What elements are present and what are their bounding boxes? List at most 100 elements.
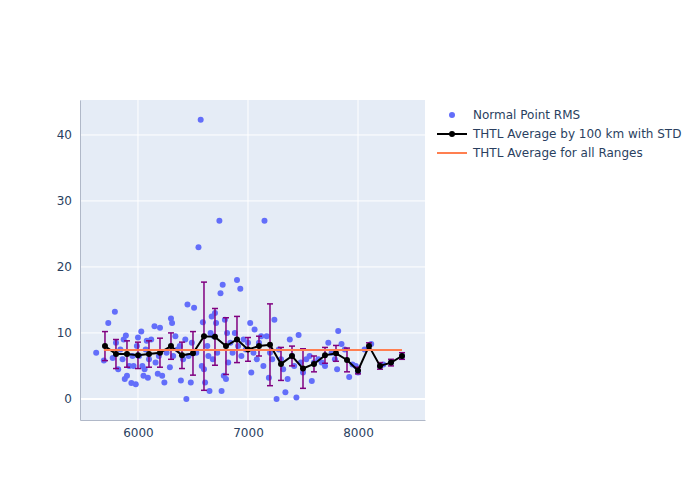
point <box>113 351 119 357</box>
point <box>120 356 126 362</box>
error-bar <box>190 332 196 376</box>
point <box>388 360 394 366</box>
point <box>344 357 350 363</box>
point <box>201 333 207 339</box>
error-bar <box>146 341 152 367</box>
point <box>289 353 295 359</box>
line <box>104 349 402 351</box>
point <box>159 373 165 379</box>
point <box>267 342 273 348</box>
point <box>234 277 240 283</box>
point <box>252 327 258 333</box>
legend-swatch <box>437 152 467 154</box>
grid-line <box>80 266 425 267</box>
tick: 8000 <box>343 420 374 440</box>
error-bar <box>124 341 130 367</box>
tick-label: 40 <box>57 128 72 142</box>
point <box>377 363 383 369</box>
error-bar <box>157 338 163 367</box>
point <box>264 333 270 339</box>
plot-area <box>93 117 405 402</box>
point <box>399 353 405 359</box>
point <box>188 379 194 385</box>
point <box>112 309 118 315</box>
point <box>293 395 299 401</box>
point <box>260 363 266 369</box>
point <box>254 356 260 362</box>
legend-item: Normal Point RMS <box>449 108 580 122</box>
point <box>355 368 361 374</box>
legend-label: THTL Average for all Ranges <box>472 146 643 160</box>
point <box>296 332 302 338</box>
point <box>124 351 130 357</box>
legend-label: THTL Average by 100 km with STD <box>472 127 681 141</box>
point <box>271 317 277 323</box>
point <box>346 374 352 380</box>
point <box>212 334 218 340</box>
point <box>178 377 184 383</box>
point <box>223 343 229 349</box>
error-bar <box>135 342 141 368</box>
point <box>333 350 339 356</box>
error-bar <box>300 349 306 389</box>
point <box>216 218 222 224</box>
error-bar <box>102 332 108 361</box>
point <box>206 388 212 394</box>
point <box>134 343 140 349</box>
point <box>266 375 272 381</box>
point <box>237 286 243 292</box>
point <box>102 343 108 349</box>
error-bar <box>333 345 339 361</box>
point <box>146 351 152 357</box>
grid <box>80 100 425 420</box>
point <box>200 319 206 325</box>
error-bar <box>212 308 218 365</box>
point <box>224 330 230 336</box>
point <box>195 244 201 250</box>
tick-label: 6000 <box>123 426 154 440</box>
error-bar <box>311 356 317 372</box>
axis-line <box>80 101 81 421</box>
point <box>322 352 328 358</box>
series <box>104 350 402 351</box>
tick-label: 20 <box>57 260 72 274</box>
legend-marker <box>449 112 455 118</box>
point <box>157 325 163 331</box>
error-bar <box>168 333 174 359</box>
point <box>274 396 280 402</box>
y-axis: 010203040 <box>57 101 81 421</box>
error-bar <box>113 340 119 369</box>
grid-line <box>80 134 425 135</box>
tick-label: 30 <box>57 194 72 208</box>
tick-label: 7000 <box>233 426 264 440</box>
point <box>334 366 340 372</box>
point <box>261 218 267 224</box>
grid-line <box>80 332 425 333</box>
legend-marker <box>449 131 455 137</box>
point <box>287 337 293 343</box>
point <box>322 363 328 369</box>
point <box>172 333 178 339</box>
legend-label: Normal Point RMS <box>473 108 580 122</box>
point <box>167 364 173 370</box>
point <box>202 379 208 385</box>
point <box>325 340 331 346</box>
grid-line <box>80 398 425 400</box>
grid-line <box>80 200 425 201</box>
point <box>93 350 99 356</box>
point <box>184 302 190 308</box>
point <box>189 340 195 346</box>
legend-item: THTL Average for all Ranges <box>437 146 643 160</box>
point <box>309 378 315 384</box>
tick: 0 <box>64 392 80 406</box>
error-bar <box>234 316 240 362</box>
point <box>135 352 141 358</box>
point <box>135 335 141 341</box>
tick: 6000 <box>123 420 154 440</box>
error-bar <box>278 347 284 380</box>
axis-line <box>81 420 426 421</box>
legend-item: THTL Average by 100 km with STD <box>437 127 681 141</box>
tick-label: 0 <box>64 392 72 406</box>
error-bar <box>256 336 262 356</box>
point <box>366 343 372 349</box>
